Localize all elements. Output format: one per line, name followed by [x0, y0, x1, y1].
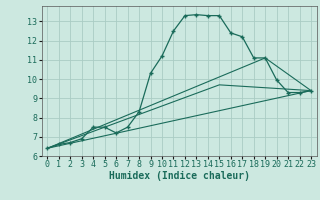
X-axis label: Humidex (Indice chaleur): Humidex (Indice chaleur) [109, 171, 250, 181]
